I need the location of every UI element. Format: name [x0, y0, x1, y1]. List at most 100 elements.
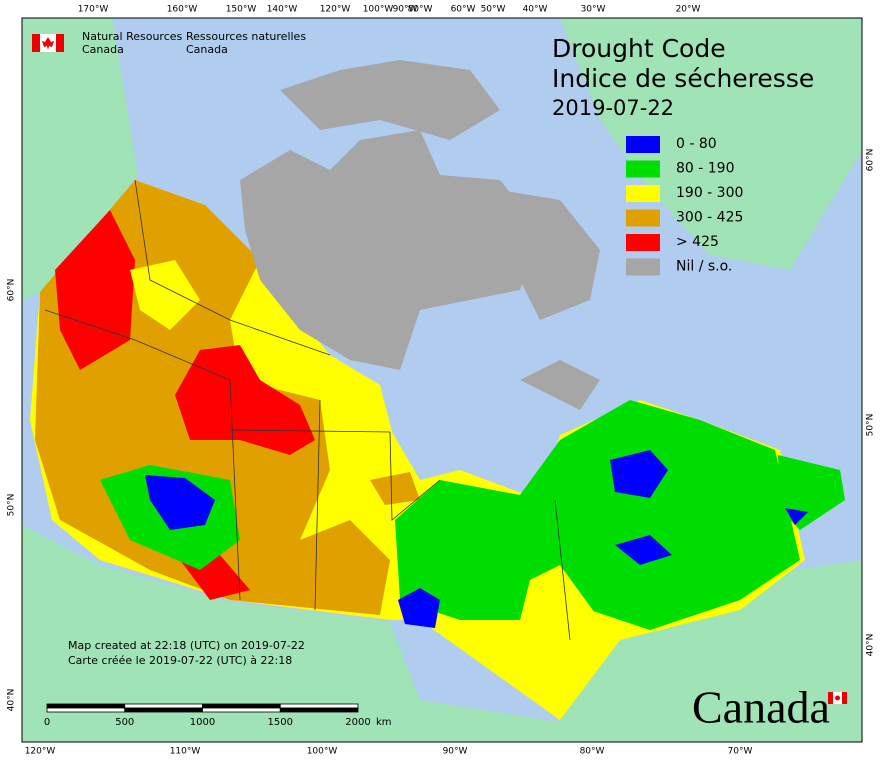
graticule-label: 40°N	[866, 634, 876, 657]
region	[55, 210, 135, 370]
region	[610, 450, 668, 498]
scale-segment	[46, 703, 126, 709]
agency-en: Natural Resources	[82, 30, 183, 43]
scale-label: 500	[115, 717, 134, 728]
scale-segment	[279, 703, 359, 709]
legend-swatch	[626, 234, 660, 251]
frame	[21, 17, 863, 743]
region	[520, 565, 600, 720]
graticule-label: 60°N	[7, 279, 17, 302]
scale-segment	[46, 707, 126, 713]
other-land	[22, 18, 862, 742]
scale-label: 1500	[268, 717, 293, 728]
region	[615, 535, 672, 565]
scale-unit: km	[376, 717, 392, 728]
region	[395, 400, 800, 630]
scale-segment	[202, 707, 281, 713]
title: Drought Code	[552, 34, 726, 63]
legend-swatch	[626, 209, 660, 227]
legend-swatch	[626, 258, 660, 276]
boundary	[229, 319, 331, 356]
agency-fr: Canada	[186, 43, 228, 56]
flag-band	[56, 34, 64, 52]
boundary	[134, 179, 231, 321]
graticule-label: 60°N	[866, 149, 876, 172]
scale-segment	[124, 707, 203, 713]
flag-band	[32, 34, 40, 52]
region	[130, 260, 200, 330]
region	[145, 475, 215, 530]
boundary	[554, 499, 571, 641]
boundary	[389, 431, 441, 521]
wordmark-flag	[828, 692, 847, 704]
graticule-label: 90°W	[393, 5, 418, 15]
scale-segment	[202, 703, 281, 709]
legend-swatch	[626, 160, 660, 178]
region	[785, 508, 808, 525]
graticule-label: 140°W	[267, 5, 298, 15]
legend-label: Nil / s.o.	[676, 259, 732, 275]
alaska	[22, 18, 138, 300]
graticule-label: 50°W	[481, 5, 506, 15]
graticule-label: 30°W	[581, 5, 606, 15]
graticule-label: 100°W	[363, 5, 394, 15]
legend-swatch	[626, 136, 660, 153]
region	[175, 345, 315, 455]
graticule-label: 20°W	[676, 5, 701, 15]
legend-swatch	[626, 185, 660, 202]
graticule-label: 100°W	[307, 747, 338, 757]
graticule-label: 120°W	[25, 747, 56, 757]
boundary	[229, 379, 241, 601]
graticule-label: 50°N	[7, 494, 17, 517]
graticule-label: 150°W	[226, 5, 257, 15]
flag-leaf	[835, 695, 840, 701]
credit: Carte créée le 2019-07-22 (UTC) à 22:18	[68, 654, 292, 667]
graticule-label: 60°W	[451, 5, 476, 15]
graticule-label: 160°W	[167, 5, 198, 15]
boundary	[44, 309, 231, 381]
graticule-label: 90°W	[443, 747, 468, 757]
legend-label: 80 - 190	[676, 161, 735, 177]
usa	[22, 525, 862, 742]
boundary	[229, 429, 391, 433]
boundary	[314, 399, 321, 611]
wordmark: Canada	[692, 682, 830, 733]
legend-label: > 425	[676, 234, 719, 250]
graticule-label: 80°W	[580, 747, 605, 757]
map	[22, 18, 862, 742]
scale-label: 2000	[345, 717, 370, 728]
drought-areas	[30, 60, 845, 720]
scale-segment	[279, 707, 359, 713]
flag-band	[842, 692, 847, 704]
graticule-label: 120°W	[320, 5, 351, 15]
agency-en: Canada	[82, 43, 124, 56]
flag	[32, 34, 64, 52]
legend-label: 300 - 425	[676, 210, 743, 226]
scale-segment	[124, 703, 203, 709]
flag-band	[828, 692, 833, 704]
graticule-label: 70°W	[728, 747, 753, 757]
legend-label: 190 - 300	[676, 185, 743, 201]
region	[280, 60, 500, 140]
flag-leaf	[42, 37, 54, 50]
region	[520, 360, 600, 410]
region	[398, 588, 440, 628]
greenland	[560, 18, 862, 270]
date: 2019-07-22	[552, 96, 674, 120]
title: Indice de sécheresse	[552, 64, 814, 93]
region	[370, 472, 420, 505]
graticule-label: 80°W	[408, 5, 433, 15]
region	[500, 190, 600, 320]
graticule-label: 40°N	[7, 689, 17, 712]
region	[240, 130, 540, 370]
agency-fr: Ressources naturelles	[186, 30, 306, 43]
credit: Map created at 22:18 (UTC) on 2019-07-22	[68, 639, 305, 652]
scale-label: 0	[44, 717, 50, 728]
legend-label: 0 - 80	[676, 136, 717, 152]
graticule-label: 110°W	[170, 747, 201, 757]
graticule-label: 40°W	[523, 5, 548, 15]
graticule-label: 170°W	[78, 5, 109, 15]
boundaries	[44, 179, 571, 641]
graticule-label: 50°N	[866, 414, 876, 437]
